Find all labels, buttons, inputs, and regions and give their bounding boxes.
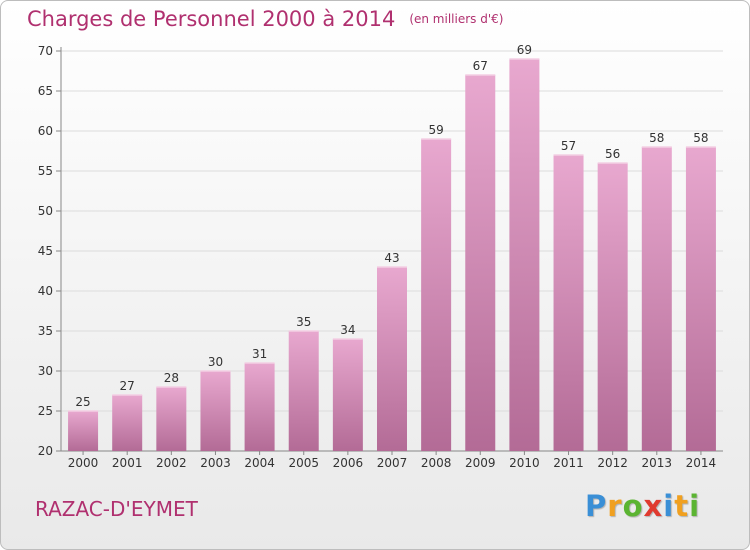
x-tick-label: 2011 [553, 456, 584, 470]
x-tick-label: 2007 [377, 456, 408, 470]
bar [156, 387, 187, 451]
bar [641, 147, 672, 451]
y-tick-label: 40 [38, 284, 53, 298]
bar [244, 363, 275, 451]
bar [112, 395, 143, 451]
x-tick-label: 2008 [421, 456, 452, 470]
data-label: 30 [208, 355, 223, 369]
bar [685, 147, 716, 451]
y-tick-label: 30 [38, 364, 53, 378]
x-tick-label: 2002 [156, 456, 187, 470]
chart-subtitle: (en milliers d'€) [409, 12, 504, 26]
bar [288, 331, 319, 451]
logo-letter: r [607, 489, 623, 523]
logo-letter: P [585, 489, 608, 523]
x-tick-label: 2004 [244, 456, 275, 470]
data-label: 35 [296, 315, 311, 329]
data-label: 28 [164, 371, 179, 385]
y-tick-label: 55 [38, 164, 53, 178]
x-tick-label: 2000 [68, 456, 99, 470]
logo-letter: o [622, 489, 644, 523]
data-label: 59 [428, 123, 443, 137]
bar [377, 267, 407, 451]
bar [597, 163, 628, 451]
data-label: 25 [75, 395, 90, 409]
x-tick-label: 2010 [509, 456, 540, 470]
bar [509, 59, 540, 451]
x-tick-label: 2014 [686, 456, 717, 470]
y-tick-label: 60 [38, 124, 53, 138]
place-name: RAZAC-D'EYMET [35, 497, 198, 521]
y-tick-label: 20 [38, 444, 53, 458]
data-label: 67 [473, 59, 488, 73]
data-label: 57 [561, 139, 576, 153]
x-tick-label: 2003 [200, 456, 231, 470]
logo-letter: i [663, 489, 675, 523]
logo-letter: i [689, 489, 701, 523]
data-label: 31 [252, 347, 267, 361]
x-tick-label: 2005 [288, 456, 319, 470]
bar [553, 155, 584, 451]
y-tick-label: 50 [38, 204, 53, 218]
y-tick-label: 25 [38, 404, 53, 418]
y-tick-label: 45 [38, 244, 53, 258]
x-tick-label: 2009 [465, 456, 496, 470]
bar [332, 339, 363, 451]
data-label: 43 [384, 251, 399, 265]
logo-letter: t [674, 489, 690, 523]
x-tick-label: 2013 [642, 456, 673, 470]
data-label: 27 [120, 379, 135, 393]
data-label: 56 [605, 147, 620, 161]
data-label: 58 [693, 131, 708, 145]
bar [68, 411, 99, 451]
proxiti-logo: Proxiti [585, 489, 700, 523]
y-tick-label: 70 [38, 44, 53, 58]
bar [421, 139, 452, 451]
chart-title: Charges de Personnel 2000 à 2014 (en mill… [27, 7, 503, 31]
data-label: 34 [340, 323, 355, 337]
data-label: 69 [517, 43, 532, 57]
x-tick-label: 2001 [112, 456, 143, 470]
x-tick-label: 2006 [333, 456, 364, 470]
data-label: 58 [649, 131, 664, 145]
y-tick-label: 65 [38, 84, 53, 98]
logo-letter: x [643, 489, 664, 523]
bar [200, 371, 231, 451]
chart-title-text: Charges de Personnel 2000 à 2014 [27, 7, 396, 31]
y-tick-label: 35 [38, 324, 53, 338]
bar [465, 75, 496, 451]
x-tick-label: 2012 [597, 456, 628, 470]
